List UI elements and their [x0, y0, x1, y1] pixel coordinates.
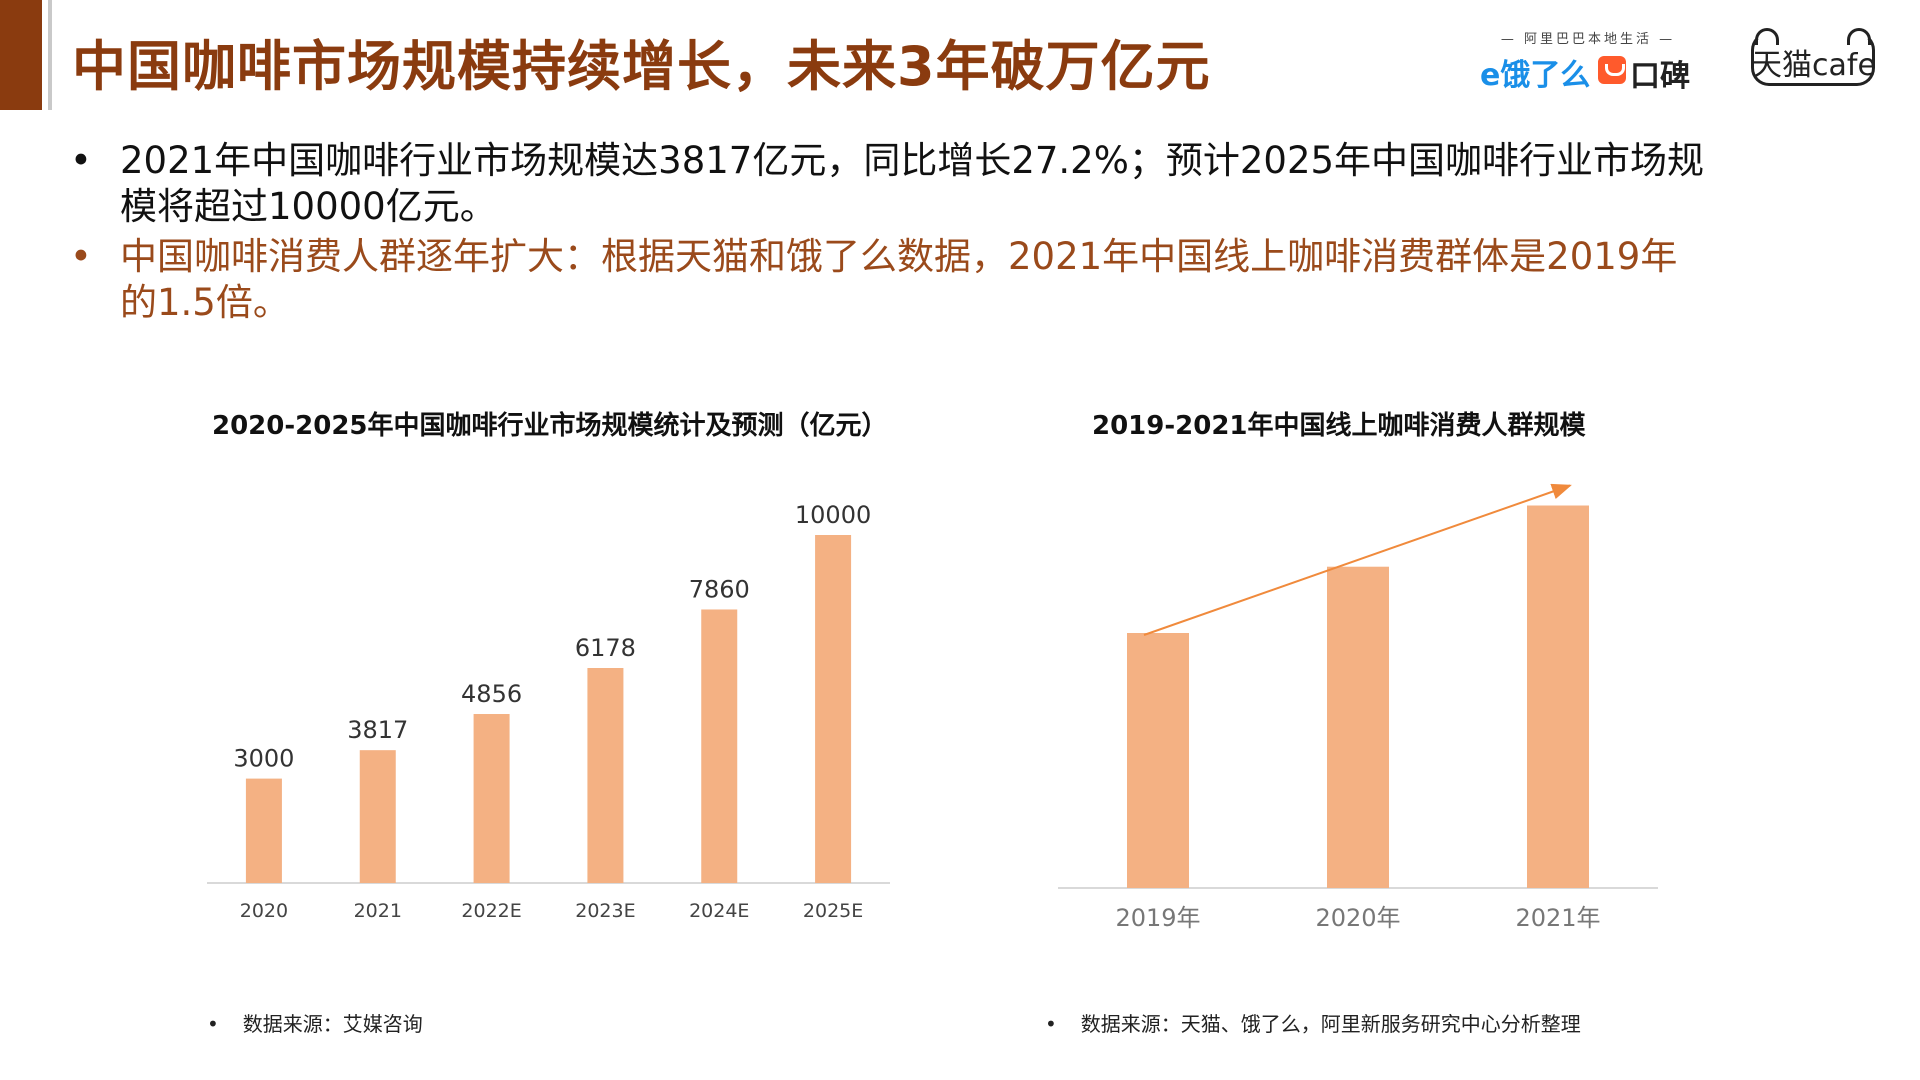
chart2-title: 2019-2021年中国线上咖啡消费人群规模 — [1092, 411, 1586, 441]
x-tick-label-2025E: 2025E — [803, 900, 863, 922]
bar-2024E — [701, 609, 738, 883]
page-title: 中国咖啡市场规模持续增长，未来3年破万亿元 — [72, 35, 1211, 98]
bar-2022E — [473, 714, 510, 883]
bar-2023E — [587, 668, 624, 883]
bar-2020 — [245, 778, 282, 883]
tmall-cafe-logo: 天猫cafe — [1745, 26, 1885, 90]
data-label-2024E: 7860 — [689, 575, 750, 603]
eleme-logo: e饿了么 — [1480, 58, 1591, 93]
x-tick-label-2020年: 2020年 — [1315, 904, 1400, 932]
x-tick-label-2019年: 2019年 — [1115, 904, 1200, 932]
bar-2021年 — [1527, 505, 1589, 888]
data-label-2021: 3817 — [347, 716, 408, 744]
chart1-source: • 数据来源：艾媒咨询 — [207, 1012, 423, 1036]
online-consumers-bar-chart: 2019年 2020年 2021年 — [1058, 483, 1658, 932]
tmall-frame-icon — [1751, 32, 1875, 86]
x-tick-label-2021年: 2021年 — [1515, 904, 1600, 932]
bullet-list: • 2021年中国咖啡行业市场规模达3817亿元，同比增长27.2%；预计202… — [70, 138, 1710, 330]
data-label-2020: 3000 — [233, 745, 294, 773]
bar-2019年 — [1127, 633, 1189, 888]
alibaba-local-services-logo: — 阿里巴巴本地生活 — e饿了么 口碑 — [1478, 28, 1698, 94]
bullet-text: 中国咖啡消费人群逐年扩大：根据天猫和饿了么数据，2021年中国线上咖啡消费群体是… — [120, 235, 1678, 324]
bullet-text: 2021年中国咖啡行业市场规模达3817亿元，同比增长27.2%；预计2025年… — [120, 139, 1705, 228]
x-tick-label-2022E: 2022E — [461, 900, 521, 922]
data-label-2023E: 6178 — [575, 634, 636, 662]
trend-arrow — [1143, 483, 1572, 636]
bullet-item-consumer-growth: • 中国咖啡消费人群逐年扩大：根据天猫和饿了么数据，2021年中国线上咖啡消费群… — [70, 234, 1710, 326]
data-label-2022E: 4856 — [461, 680, 522, 708]
x-tick-label-2023E: 2023E — [575, 900, 635, 922]
bullet-dot: • — [70, 139, 92, 182]
accent-bar — [0, 0, 42, 110]
logo-tagline: — 阿里巴巴本地生活 — — [1500, 32, 1676, 47]
market-size-bar-chart: 3000 2020 3817 2021 4856 2022E 6178 2023E 7860 20… — [207, 501, 890, 922]
x-tick-label-2021: 2021 — [354, 900, 402, 922]
chart2-source: • 数据来源：天猫、饿了么，阿里新服务研究中心分析整理 — [1045, 1012, 1581, 1036]
bullet-dot: • — [70, 235, 92, 278]
x-tick-label-2024E: 2024E — [689, 900, 749, 922]
bar-2021 — [359, 750, 396, 883]
koubei-icon — [1598, 56, 1626, 84]
accent-divider — [48, 0, 52, 110]
tmall-cafe-text: 天猫cafe — [1752, 48, 1876, 83]
chart1-title: 2020-2025年中国咖啡行业市场规模统计及预测（亿元） — [212, 411, 888, 441]
koubei-logo: 口碑 — [1630, 59, 1690, 94]
data-label-2025E: 10000 — [795, 501, 871, 529]
bar-2020年 — [1327, 566, 1389, 888]
bar-2025E — [815, 535, 852, 883]
bullet-item-market-size: • 2021年中国咖啡行业市场规模达3817亿元，同比增长27.2%；预计202… — [70, 138, 1710, 230]
x-tick-label-2020: 2020 — [240, 900, 288, 922]
